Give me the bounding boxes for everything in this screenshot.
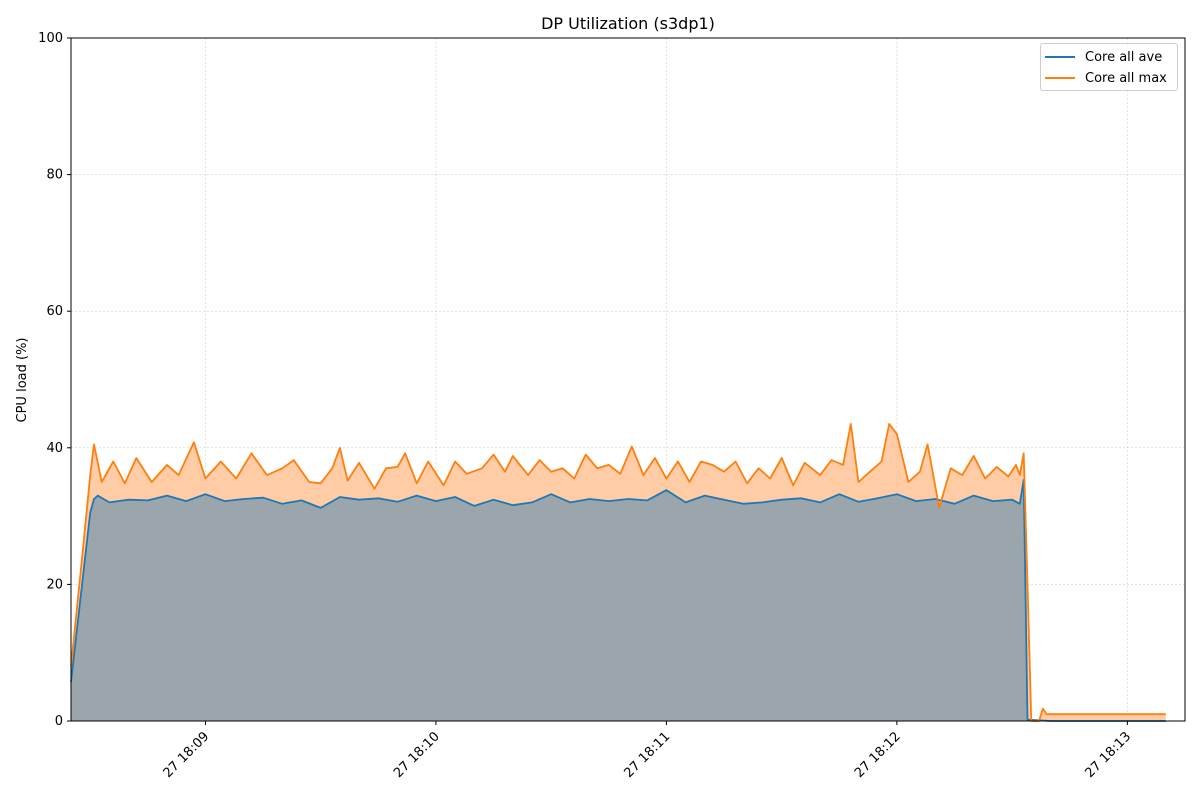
x-tick-label: 27 18:12 xyxy=(852,729,904,781)
series-line-max xyxy=(70,422,1166,722)
y-tick-label: 60 xyxy=(46,304,63,319)
legend-swatch-ave xyxy=(1045,56,1075,58)
area-fills xyxy=(71,423,1166,721)
y-tick-label: 40 xyxy=(46,441,63,456)
series-lines xyxy=(70,422,1166,722)
area-fill-ave xyxy=(71,479,1166,721)
series-line-ave xyxy=(70,478,1166,722)
legend-label-ave: Core all ave xyxy=(1085,49,1163,65)
legend-swatch-max xyxy=(1045,77,1075,79)
y-tick-label: 100 xyxy=(38,31,63,46)
legend-item-ave: Core all ave xyxy=(1045,47,1162,67)
y-tick-label: 20 xyxy=(46,577,63,592)
x-axis: 27 18:09 27 18:10 27 18:11 27 18:12 27 18:13 xyxy=(161,721,1134,781)
legend-item-max: Core all max xyxy=(1045,68,1167,88)
y-axis: 0 20 40 60 80 100 xyxy=(38,31,71,729)
y-axis-label: CPU load (%) xyxy=(15,338,30,423)
y-tick-label: 0 xyxy=(55,714,63,729)
chart-title: DP Utilization (s3dp1) xyxy=(541,14,715,33)
y-tick-label: 80 xyxy=(46,168,63,183)
x-tick-label: 27 18:11 xyxy=(622,729,674,781)
legend-label-max: Core all max xyxy=(1085,70,1167,86)
x-tick-label: 27 18:10 xyxy=(391,729,443,781)
x-tick-label: 27 18:09 xyxy=(161,729,213,781)
x-tick-label: 27 18:13 xyxy=(1082,729,1134,781)
legend: Core all ave Core all max xyxy=(1040,43,1178,91)
plot-frame xyxy=(70,37,1186,722)
